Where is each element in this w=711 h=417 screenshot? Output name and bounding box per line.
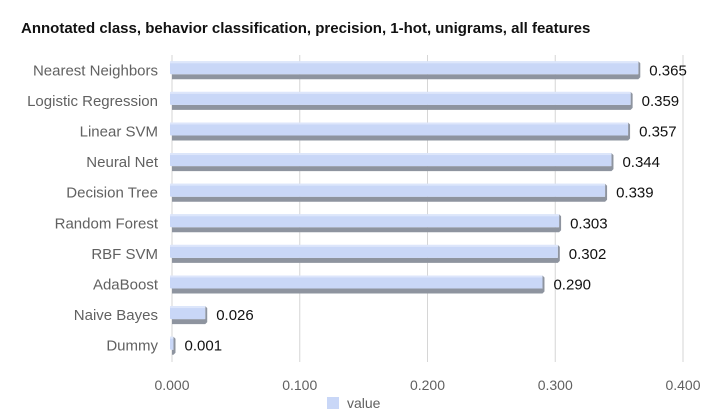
bar-highlight <box>170 275 543 278</box>
data-labels: 0.365 0.359 0.357 0.344 0.339 0.303 0.302 0.290… <box>185 62 687 354</box>
x-tick-label: 0.300 <box>538 377 573 393</box>
data-label: 0.001 <box>185 338 223 355</box>
bar <box>170 122 629 136</box>
bar <box>170 275 543 289</box>
bar-highlight <box>170 214 560 217</box>
data-label: 0.302 <box>569 246 607 263</box>
x-tick-label: 0.400 <box>665 377 700 393</box>
data-label: 0.303 <box>570 215 608 232</box>
category-labels: Nearest Neighbors Logistic Regression Line… <box>27 62 159 354</box>
data-label: 0.290 <box>553 276 591 293</box>
bar <box>170 306 206 320</box>
bar-shadow <box>172 336 176 355</box>
bar <box>170 214 560 228</box>
bar <box>170 244 558 258</box>
bar <box>170 91 631 105</box>
data-label: 0.026 <box>216 307 254 324</box>
bar-shadow <box>172 91 633 110</box>
bar <box>170 153 612 167</box>
bar-shadow <box>172 153 614 172</box>
bar-highlight <box>170 122 629 125</box>
bar-shadow <box>172 122 631 141</box>
data-label: 0.365 <box>649 62 687 79</box>
category-label: Naive Bayes <box>74 307 158 324</box>
category-label: Random Forest <box>55 215 159 232</box>
bar-highlight <box>170 153 612 156</box>
category-label: Logistic Regression <box>27 93 158 110</box>
category-label: Nearest Neighbors <box>33 62 158 79</box>
category-label: Dummy <box>106 338 158 355</box>
data-label: 0.357 <box>639 123 677 140</box>
bar-shadow <box>172 306 208 325</box>
bar-highlight <box>170 61 639 64</box>
legend: value <box>327 395 381 411</box>
bar-shadow <box>172 183 608 202</box>
category-label: Decision Tree <box>66 185 158 202</box>
x-tick-label: 0.000 <box>154 377 189 393</box>
bar-shadow <box>172 61 641 80</box>
category-label: AdaBoost <box>93 276 159 293</box>
data-label: 0.344 <box>622 154 660 171</box>
bar-highlight <box>170 91 631 94</box>
bar-highlight <box>170 183 606 186</box>
bar <box>170 336 174 350</box>
category-label: RBF SVM <box>91 246 158 263</box>
bars <box>170 61 641 355</box>
bar-highlight <box>170 336 174 339</box>
x-tick-label: 0.200 <box>410 377 445 393</box>
data-label: 0.339 <box>616 185 654 202</box>
category-label: Linear SVM <box>80 123 158 140</box>
x-tick-label: 0.100 <box>282 377 317 393</box>
chart-title: Annotated class, behavior classification… <box>21 20 591 37</box>
legend-swatch <box>327 397 339 409</box>
x-axis-ticks: 0.000 0.100 0.200 0.300 0.400 <box>154 377 700 393</box>
bar-highlight <box>170 244 558 247</box>
bar-shadow <box>172 275 545 294</box>
bar-shadow <box>172 214 562 233</box>
legend-label: value <box>347 395 381 411</box>
data-label: 0.359 <box>642 93 680 110</box>
bar <box>170 61 639 75</box>
bar-shadow <box>172 244 560 263</box>
category-label: Neural Net <box>86 154 159 171</box>
bar <box>170 183 606 197</box>
bar-highlight <box>170 306 206 309</box>
